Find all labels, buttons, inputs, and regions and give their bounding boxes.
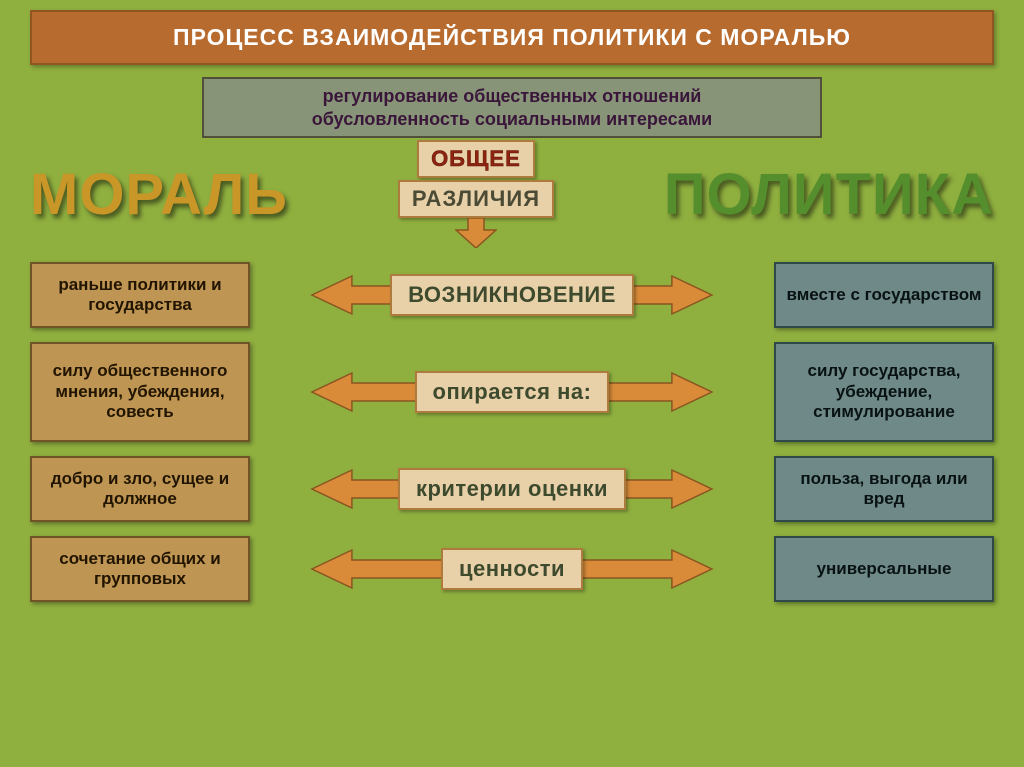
- center-label: опирается на:: [415, 371, 610, 413]
- moral-box: добро и зло, сущее и должное: [30, 456, 250, 522]
- comparison-row: раньше политики и государства ВОЗНИКНОВЕ…: [30, 262, 994, 328]
- center-label: ВОЗНИКНОВЕНИЕ: [390, 274, 634, 316]
- center-label: ценности: [441, 548, 583, 590]
- header-row: МОРАЛЬ ОБЩЕЕ РАЗЛИЧИЯ ПОЛИТИКА: [30, 140, 994, 248]
- comparison-row: сочетание общих и групповых ценности уни…: [30, 536, 994, 602]
- subtitle-box: регулирование общественных отношений обу…: [202, 77, 822, 138]
- arrow-group: опирается на:: [250, 371, 774, 413]
- moral-box: силу общественного мнения, убеждения, со…: [30, 342, 250, 442]
- politika-heading: ПОЛИТИКА: [664, 161, 994, 228]
- moral-box: раньше политики и государства: [30, 262, 250, 328]
- polit-box: силу государства, убеждение, стимулирова…: [774, 342, 994, 442]
- arrow-group: критерии оценки: [250, 468, 774, 510]
- polit-box: польза, выгода или вред: [774, 456, 994, 522]
- moral-heading: МОРАЛЬ: [30, 161, 288, 228]
- arrow-group: ВОЗНИКНОВЕНИЕ: [250, 274, 774, 316]
- subtitle-line-2: обусловленность социальными интересами: [214, 108, 810, 131]
- center-stack: ОБЩЕЕ РАЗЛИЧИЯ: [398, 140, 554, 248]
- comparison-row: силу общественного мнения, убеждения, со…: [30, 342, 994, 442]
- center-label: критерии оценки: [398, 468, 626, 510]
- arrow-group: ценности: [250, 548, 774, 590]
- pill-differences: РАЗЛИЧИЯ: [398, 180, 554, 218]
- polit-box: вместе с государством: [774, 262, 994, 328]
- subtitle-line-1: регулирование общественных отношений: [214, 85, 810, 108]
- polit-box: универсальные: [774, 536, 994, 602]
- title-bar: ПРОЦЕСС ВЗАИМОДЕЙСТВИЯ ПОЛИТИКИ С МОРАЛЬ…: [30, 10, 994, 65]
- comparison-row: добро и зло, сущее и должное критерии оц…: [30, 456, 994, 522]
- down-arrow-icon: [455, 218, 497, 248]
- pill-common: ОБЩЕЕ: [417, 140, 535, 178]
- moral-box: сочетание общих и групповых: [30, 536, 250, 602]
